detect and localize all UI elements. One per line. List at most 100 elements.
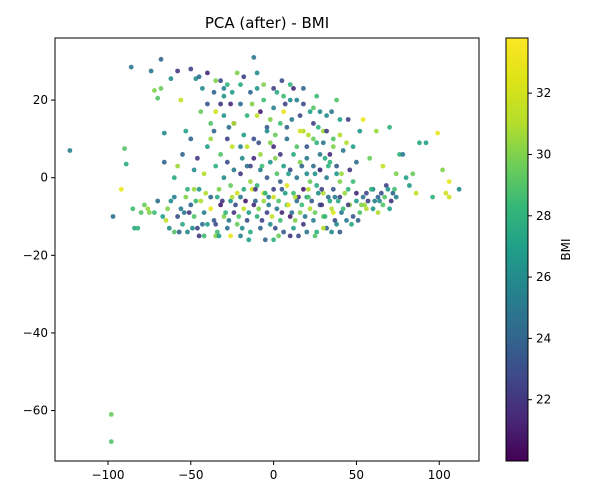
scatter-point (205, 101, 210, 107)
scatter-point (205, 144, 210, 150)
scatter-point (325, 194, 331, 200)
scatter-point (198, 198, 204, 204)
scatter-point (294, 198, 300, 204)
scatter-point (216, 186, 222, 192)
scatter-point (320, 140, 326, 146)
x-tick-label: −100 (92, 468, 125, 482)
scatter-point (254, 183, 260, 188)
colorbar (505, 37, 529, 462)
scatter-point (377, 198, 382, 204)
scatter-point (231, 121, 237, 126)
scatter-point (337, 117, 343, 122)
scatter-point (208, 194, 214, 200)
scatter-point (337, 132, 343, 138)
scatter-point (243, 198, 248, 204)
y-tick-label: 0 (40, 171, 48, 185)
scatter-point (312, 233, 318, 239)
x-tick-label: 100 (428, 468, 451, 482)
scatter-point (417, 140, 422, 146)
scatter-point (307, 179, 313, 185)
scatter-point (171, 194, 177, 200)
scatter-point (335, 198, 341, 204)
scatter-point (307, 206, 313, 212)
scatter-point (213, 109, 219, 115)
scatter-point (345, 202, 351, 208)
scatter-point (244, 144, 250, 150)
scatter-point (253, 198, 258, 204)
scatter-point (297, 159, 303, 165)
scatter-point (191, 214, 197, 219)
scatter-point (196, 74, 202, 80)
scatter-point (277, 179, 283, 185)
scatter-point (224, 225, 230, 231)
scatter-point (332, 194, 338, 200)
y-tick-label: −40 (23, 326, 48, 340)
scatter-point (332, 218, 338, 223)
scatter-point (185, 229, 190, 235)
scatter-point (279, 78, 285, 84)
scatter-point (259, 218, 265, 223)
scatter-point (339, 210, 344, 216)
scatter-point (435, 130, 440, 136)
scatter-point (296, 194, 301, 200)
scatter-point (304, 144, 310, 150)
scatter-point (226, 124, 232, 130)
scatter-point (276, 198, 281, 204)
scatter-point (282, 190, 288, 196)
scatter-point (311, 163, 316, 169)
scatter-point (294, 97, 300, 103)
scatter-point (130, 206, 136, 212)
scatter-point (175, 163, 181, 169)
scatter-point (110, 214, 116, 219)
scatter-point (214, 229, 220, 235)
scatter-point (446, 179, 452, 185)
scatter-point (229, 89, 235, 95)
scatter-point (334, 221, 339, 227)
scatter-point (274, 206, 280, 212)
scatter-point (277, 218, 283, 223)
scatter-point (311, 136, 316, 142)
scatter-point (324, 128, 329, 134)
scatter-point (267, 159, 273, 165)
scatter-point (132, 225, 137, 231)
scatter-point (380, 202, 386, 208)
scatter-point (236, 214, 242, 219)
scatter-point (413, 190, 419, 196)
scatter-point (152, 88, 157, 93)
scatter-point (271, 237, 276, 243)
scatter-point (148, 68, 154, 74)
scatter-point (175, 68, 181, 74)
scatter-point (191, 167, 197, 173)
scatter-point (231, 167, 237, 173)
scatter-point (301, 221, 306, 227)
scatter-point (201, 171, 207, 177)
scatter-point (221, 93, 227, 99)
scatter-point (158, 86, 164, 91)
scatter-point (317, 152, 323, 157)
scatter-point (317, 167, 323, 173)
scatter-point (155, 198, 161, 204)
scatter-point (359, 202, 364, 208)
scatter-point (214, 194, 220, 200)
scatter-point (383, 183, 389, 188)
scatter-point (183, 194, 189, 200)
scatter-point (301, 101, 306, 107)
scatter-point (380, 163, 386, 169)
scatter-point (312, 210, 318, 216)
colorbar-tick-label: 22 (536, 393, 551, 407)
scatter-point (289, 210, 295, 216)
scatter-point (196, 186, 202, 192)
colorbar-tick-label: 30 (536, 147, 551, 161)
scatter-point (267, 221, 273, 227)
scatter-point (279, 210, 285, 216)
scatter-point (211, 218, 217, 223)
scatter-point (314, 140, 320, 146)
scatter-point (254, 113, 260, 118)
scatter-point (347, 167, 353, 173)
scatter-point (234, 221, 240, 227)
scatter-point (267, 117, 273, 122)
scatter-point (400, 152, 406, 157)
scatter-point (375, 210, 381, 216)
scatter-point (145, 206, 151, 212)
scatter-point (191, 186, 197, 192)
